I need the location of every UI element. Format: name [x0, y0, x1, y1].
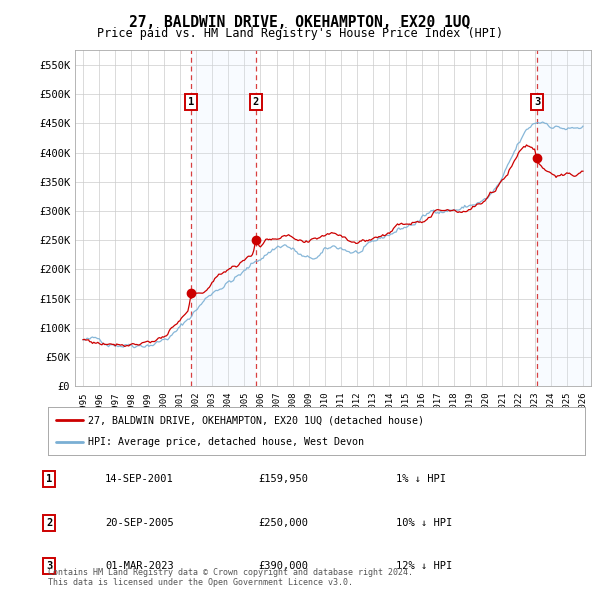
Bar	[559, 50, 591, 386]
Text: 1: 1	[46, 474, 52, 484]
Text: £250,000: £250,000	[258, 518, 308, 527]
Bar	[191, 50, 256, 386]
Text: 1: 1	[188, 97, 194, 107]
Text: 3: 3	[534, 97, 541, 107]
Text: £159,950: £159,950	[258, 474, 308, 484]
Text: 2: 2	[46, 518, 52, 527]
Text: 27, BALDWIN DRIVE, OKEHAMPTON, EX20 1UQ (detached house): 27, BALDWIN DRIVE, OKEHAMPTON, EX20 1UQ …	[88, 415, 424, 425]
Text: 2: 2	[253, 97, 259, 107]
Text: 3: 3	[46, 561, 52, 571]
Text: 10% ↓ HPI: 10% ↓ HPI	[396, 518, 452, 527]
Text: 01-MAR-2023: 01-MAR-2023	[105, 561, 174, 571]
Text: 27, BALDWIN DRIVE, OKEHAMPTON, EX20 1UQ: 27, BALDWIN DRIVE, OKEHAMPTON, EX20 1UQ	[130, 15, 470, 30]
Bar	[538, 50, 591, 386]
Text: 14-SEP-2001: 14-SEP-2001	[105, 474, 174, 484]
Text: 12% ↓ HPI: 12% ↓ HPI	[396, 561, 452, 571]
Text: 20-SEP-2005: 20-SEP-2005	[105, 518, 174, 527]
Text: £390,000: £390,000	[258, 561, 308, 571]
Text: HPI: Average price, detached house, West Devon: HPI: Average price, detached house, West…	[88, 437, 364, 447]
Text: Contains HM Land Registry data © Crown copyright and database right 2024.: Contains HM Land Registry data © Crown c…	[48, 568, 413, 576]
Text: This data is licensed under the Open Government Licence v3.0.: This data is licensed under the Open Gov…	[48, 578, 353, 587]
Text: 1% ↓ HPI: 1% ↓ HPI	[396, 474, 446, 484]
Text: Price paid vs. HM Land Registry's House Price Index (HPI): Price paid vs. HM Land Registry's House …	[97, 27, 503, 40]
